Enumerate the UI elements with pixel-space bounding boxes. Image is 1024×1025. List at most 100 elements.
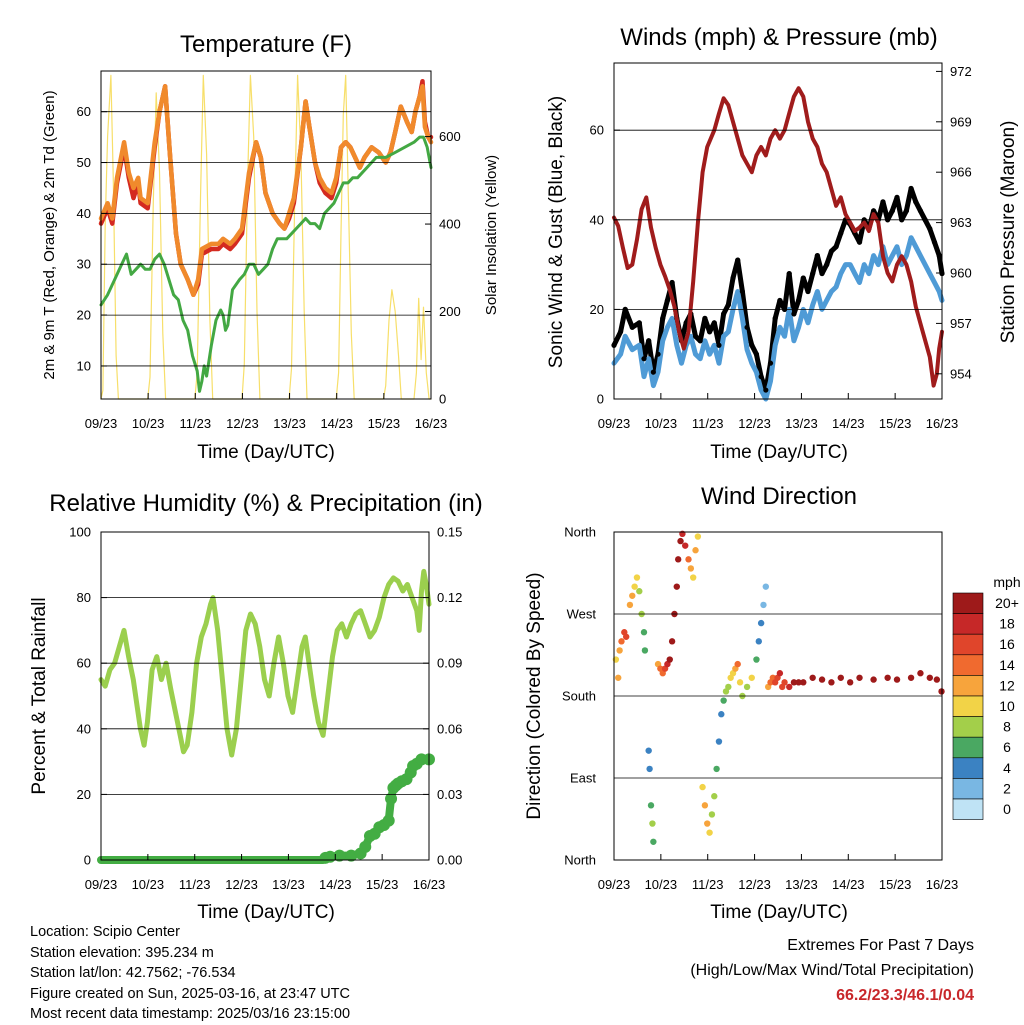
direction-point: [790, 679, 798, 686]
y2-tick-label: 0.12: [437, 590, 462, 605]
x-tick-label: 15/23: [368, 416, 401, 431]
winds-panel: Winds (mph) & Pressure (mb) 0 20 40 60 09/23…: [546, 24, 1019, 463]
x-tick-label: 10/23: [645, 877, 678, 892]
precipitation-point: [359, 840, 372, 853]
station-info: Location: Scipio Center Station elevatio…: [30, 922, 350, 1025]
direction-point: [673, 583, 680, 590]
gust-point: [636, 320, 642, 326]
temperature-marks: [98, 74, 434, 400]
legend-swatch: [952, 778, 984, 800]
x-tick-label: 13/23: [785, 877, 818, 892]
direction-point: [694, 533, 702, 540]
direction-point: [616, 647, 623, 654]
gust-point: [908, 185, 914, 192]
x-tick-label: 15/23: [366, 877, 399, 892]
precipitation-point: [385, 792, 398, 805]
temperature-panel: Temperature (F) 09/23 10/23 11/23 12/23 13/2…: [41, 31, 500, 463]
gust-point: [660, 315, 666, 321]
y-tick-label: 40: [590, 212, 604, 227]
legend-swatch: [952, 757, 984, 779]
direction-point: [846, 679, 854, 686]
direction-point: [615, 674, 622, 681]
direction-point: [933, 676, 941, 683]
gust-point: [917, 208, 924, 214]
direction-point: [753, 656, 760, 663]
x-tick-label: 10/23: [132, 877, 165, 892]
legend-label: 12: [999, 677, 1015, 693]
gust-point: [697, 338, 703, 344]
gust-point: [749, 342, 755, 348]
speed-legend: 20+ 18 16 14 12 10 8 6 4 2 0: [952, 592, 1019, 820]
direction-point: [809, 674, 816, 681]
x-tick-label: 09/23: [85, 416, 118, 431]
gust-point: [828, 248, 835, 254]
gust-point: [791, 311, 797, 317]
x-tick-label: 15/23: [879, 877, 912, 892]
direction-point: [636, 588, 643, 595]
humidity-marks: [97, 568, 435, 864]
y-tick-label: 0: [597, 392, 604, 407]
pressure-line: [612, 86, 944, 388]
x-tick-label: 13/23: [273, 416, 306, 431]
direction-point: [708, 811, 716, 818]
gust-point: [833, 244, 839, 250]
temperature-ylabel: 2m & 9m T (Red, Orange) & 2m Td (Green): [41, 90, 58, 379]
winds-marks: [611, 86, 945, 402]
direction-point: [687, 565, 695, 572]
y2-tick-label: 600: [439, 129, 461, 144]
y-tick-label: 10: [77, 358, 91, 373]
gust-point: [641, 356, 647, 362]
direction-point: [645, 747, 652, 754]
direction-point: [755, 638, 762, 645]
gust-point: [805, 288, 811, 295]
y-tick-label: 50: [77, 155, 91, 170]
gust-point: [936, 253, 942, 259]
gust-point: [880, 199, 886, 205]
winds-y2label: Station Pressure (Maroon): [998, 121, 1019, 344]
solar-line: [100, 74, 432, 400]
y-tick-label: 30: [77, 257, 91, 272]
direction-point: [715, 738, 723, 745]
legend-label: 4: [1003, 760, 1011, 776]
created-text: Figure created on Sun, 2025-03-16, at 23…: [30, 985, 350, 1002]
legend-swatch: [952, 716, 984, 738]
gust-point: [758, 374, 764, 380]
temp-9m-line: [98, 84, 434, 298]
direction-point: [837, 674, 844, 681]
humidity-xlabel: Time (Day/UTC): [197, 902, 335, 923]
elevation-text: Station elevation: 395.234 m: [30, 944, 214, 961]
direction-xlabel: Time (Day/UTC): [710, 902, 848, 923]
direction-point: [713, 765, 720, 773]
direction-point: [668, 638, 676, 645]
direction-point: [828, 679, 835, 686]
legend-swatch: [952, 613, 984, 635]
direction-point: [736, 679, 744, 686]
x-tick-label: 09/23: [598, 877, 631, 892]
direction-point: [704, 820, 711, 827]
direction-point: [884, 674, 891, 681]
gust-point: [814, 253, 820, 259]
y2-tick-label: 954: [950, 366, 972, 381]
legend-label: 2: [1003, 780, 1011, 796]
winds-ylabel: Sonic Wind & Gust (Blue, Black): [546, 96, 567, 368]
y-tick-label: 0: [84, 853, 91, 868]
winds-xlabel: Time (Day/UTC): [710, 442, 848, 463]
y-tick-label: South: [562, 689, 596, 704]
x-tick-label: 16/23: [926, 416, 959, 431]
y-tick-label: 20: [77, 787, 91, 802]
y2-tick-label: 0.09: [437, 656, 462, 671]
gust-point: [856, 239, 863, 245]
direction-point: [682, 542, 689, 549]
humidity-panel: Relative Humidity (%) & Precipitation (i…: [29, 490, 483, 923]
direction-point: [718, 711, 725, 718]
precipitation-point: [382, 814, 395, 827]
gust-point: [889, 208, 895, 214]
y2-tick-label: 966: [950, 165, 972, 180]
x-tick-label: 14/23: [832, 416, 865, 431]
gust-point: [744, 324, 750, 330]
winds-ticks: 0 20 40 60 09/23 10/23 11/23 12/23 13/23 14/23 15/…: [590, 64, 972, 431]
y2-tick-label: 400: [439, 217, 461, 232]
direction-point: [689, 574, 697, 581]
gust-point: [735, 257, 741, 263]
direction-panel: Wind Direction NorthEastSouthWestNorth09…: [524, 483, 1021, 923]
